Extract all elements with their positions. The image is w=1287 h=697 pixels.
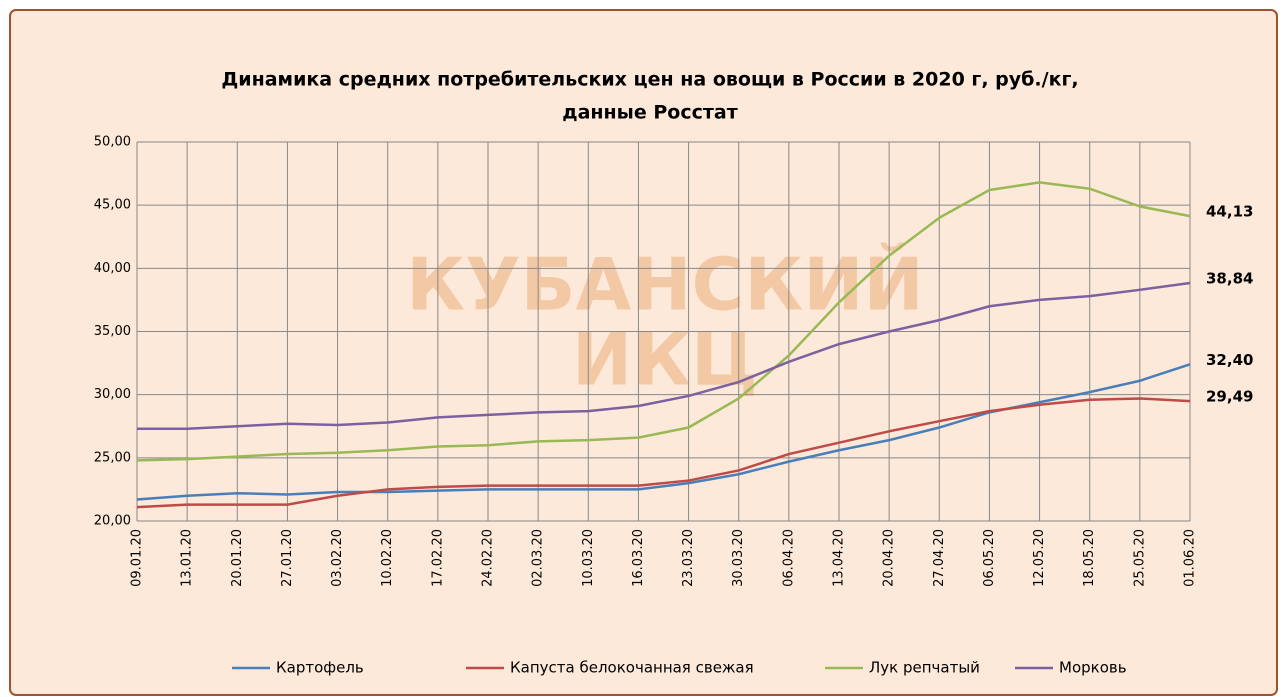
x-tick-label: 24.02.20 — [481, 529, 496, 587]
chart: КУБАНСКИЙ ИКЦ Динамика средних потребите… — [0, 0, 1287, 697]
x-tick-label: 06.05.20 — [982, 529, 997, 587]
x-tick-label: 10.03.20 — [581, 529, 596, 587]
data-label: 38,84 — [1206, 269, 1253, 287]
legend-label: Картофель — [276, 659, 364, 677]
x-tick-label: 23.03.20 — [681, 529, 696, 587]
y-tick-label: 30,00 — [94, 387, 131, 402]
chart-title: Динамика средних потребительских цен на … — [221, 69, 1078, 91]
x-tick-label: 13.01.20 — [180, 529, 195, 587]
x-tick-label: 20.01.20 — [230, 529, 245, 587]
legend-label: Капуста белокочанная свежая — [510, 659, 754, 677]
watermark: КУБАНСКИЙ — [406, 243, 923, 327]
x-tick-label: 02.03.20 — [531, 529, 546, 587]
x-tick-label: 06.04.20 — [781, 529, 796, 587]
legend-label: Лук репчатый — [869, 659, 980, 677]
x-tick-label: 20.04.20 — [882, 529, 897, 587]
chart-title: данные Росстат — [562, 102, 737, 124]
data-label: 29,49 — [1206, 388, 1253, 406]
y-tick-label: 25,00 — [94, 450, 131, 465]
y-tick-label: 40,00 — [94, 261, 131, 276]
x-tick-label: 09.01.20 — [130, 529, 145, 587]
y-tick-label: 35,00 — [94, 324, 131, 339]
y-tick-label: 20,00 — [94, 514, 131, 529]
x-tick-label: 25.05.20 — [1132, 529, 1147, 587]
x-tick-label: 27.01.20 — [280, 529, 295, 587]
x-tick-label: 30.03.20 — [731, 529, 746, 587]
x-tick-label: 27.04.20 — [932, 529, 947, 587]
data-label: 44,13 — [1206, 203, 1253, 221]
watermark: ИКЦ — [572, 318, 758, 402]
legend-label: Морковь — [1059, 659, 1127, 677]
x-tick-label: 12.05.20 — [1032, 529, 1047, 587]
x-tick-label: 16.03.20 — [631, 529, 646, 587]
x-tick-label: 17.02.20 — [430, 529, 445, 587]
y-tick-label: 50,00 — [94, 135, 131, 150]
y-tick-label: 45,00 — [94, 198, 131, 213]
x-tick-label: 18.05.20 — [1082, 529, 1097, 587]
x-tick-label: 10.02.20 — [380, 529, 395, 587]
x-tick-label: 13.04.20 — [832, 529, 847, 587]
x-tick-label: 01.06.20 — [1183, 529, 1198, 587]
x-tick-label: 03.02.20 — [330, 529, 345, 587]
data-label: 32,40 — [1206, 351, 1253, 369]
